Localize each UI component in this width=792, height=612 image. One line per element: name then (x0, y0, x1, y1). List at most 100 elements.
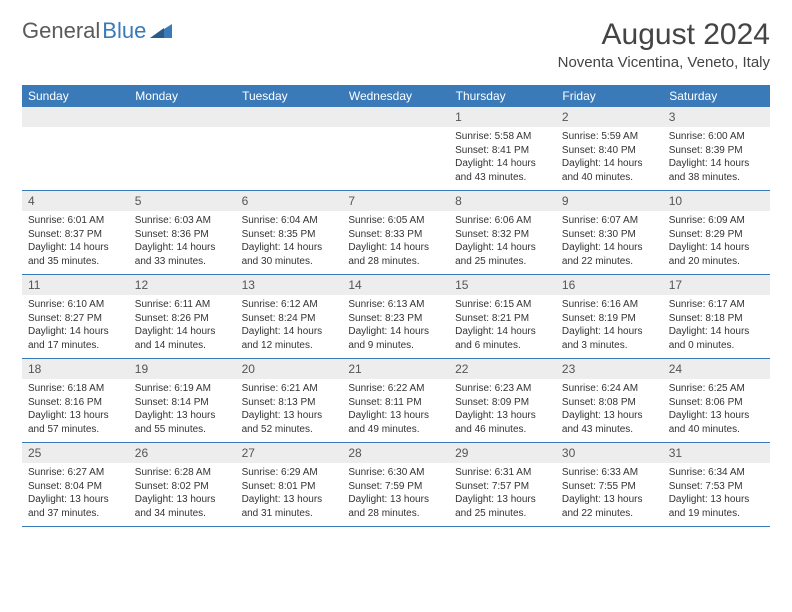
calendar-cell: 13Sunrise: 6:12 AMSunset: 8:24 PMDayligh… (236, 275, 343, 359)
day-body: Sunrise: 6:01 AMSunset: 8:37 PMDaylight:… (22, 211, 129, 274)
day-body-empty (342, 127, 449, 185)
day-number: 23 (556, 359, 663, 379)
day-body: Sunrise: 6:12 AMSunset: 8:24 PMDaylight:… (236, 295, 343, 358)
calendar-cell: 2Sunrise: 5:59 AMSunset: 8:40 PMDaylight… (556, 107, 663, 191)
day-header: Friday (556, 85, 663, 107)
calendar-week: 18Sunrise: 6:18 AMSunset: 8:16 PMDayligh… (22, 359, 770, 443)
day-body: Sunrise: 6:22 AMSunset: 8:11 PMDaylight:… (342, 379, 449, 442)
day-body: Sunrise: 6:17 AMSunset: 8:18 PMDaylight:… (663, 295, 770, 358)
calendar-cell: 8Sunrise: 6:06 AMSunset: 8:32 PMDaylight… (449, 191, 556, 275)
calendar-cell: 3Sunrise: 6:00 AMSunset: 8:39 PMDaylight… (663, 107, 770, 191)
day-body: Sunrise: 6:24 AMSunset: 8:08 PMDaylight:… (556, 379, 663, 442)
calendar-cell: 14Sunrise: 6:13 AMSunset: 8:23 PMDayligh… (342, 275, 449, 359)
header: GeneralBlue August 2024 Noventa Vicentin… (22, 18, 770, 71)
day-number: 14 (342, 275, 449, 295)
day-number: 12 (129, 275, 236, 295)
day-header: Tuesday (236, 85, 343, 107)
calendar-head: SundayMondayTuesdayWednesdayThursdayFrid… (22, 85, 770, 107)
day-body: Sunrise: 5:59 AMSunset: 8:40 PMDaylight:… (556, 127, 663, 190)
day-number: 20 (236, 359, 343, 379)
day-body: Sunrise: 6:04 AMSunset: 8:35 PMDaylight:… (236, 211, 343, 274)
day-number: 5 (129, 191, 236, 211)
calendar-cell: 7Sunrise: 6:05 AMSunset: 8:33 PMDaylight… (342, 191, 449, 275)
calendar-cell: 27Sunrise: 6:29 AMSunset: 8:01 PMDayligh… (236, 443, 343, 527)
day-number: 16 (556, 275, 663, 295)
day-body: Sunrise: 6:34 AMSunset: 7:53 PMDaylight:… (663, 463, 770, 526)
day-number: 13 (236, 275, 343, 295)
logo-text-blue: Blue (102, 18, 146, 44)
day-number: 11 (22, 275, 129, 295)
day-body: Sunrise: 6:11 AMSunset: 8:26 PMDaylight:… (129, 295, 236, 358)
day-body: Sunrise: 6:03 AMSunset: 8:36 PMDaylight:… (129, 211, 236, 274)
calendar-cell: 31Sunrise: 6:34 AMSunset: 7:53 PMDayligh… (663, 443, 770, 527)
day-number: 26 (129, 443, 236, 463)
calendar-cell: 26Sunrise: 6:28 AMSunset: 8:02 PMDayligh… (129, 443, 236, 527)
day-body-empty (129, 127, 236, 185)
calendar-cell: 30Sunrise: 6:33 AMSunset: 7:55 PMDayligh… (556, 443, 663, 527)
day-number: 30 (556, 443, 663, 463)
day-body: Sunrise: 6:15 AMSunset: 8:21 PMDaylight:… (449, 295, 556, 358)
calendar-cell: 18Sunrise: 6:18 AMSunset: 8:16 PMDayligh… (22, 359, 129, 443)
day-body-empty (236, 127, 343, 185)
location: Noventa Vicentina, Veneto, Italy (558, 54, 770, 71)
day-body: Sunrise: 6:06 AMSunset: 8:32 PMDaylight:… (449, 211, 556, 274)
calendar-table: SundayMondayTuesdayWednesdayThursdayFrid… (22, 85, 770, 527)
day-body: Sunrise: 6:23 AMSunset: 8:09 PMDaylight:… (449, 379, 556, 442)
day-body: Sunrise: 6:07 AMSunset: 8:30 PMDaylight:… (556, 211, 663, 274)
day-body: Sunrise: 6:19 AMSunset: 8:14 PMDaylight:… (129, 379, 236, 442)
calendar-cell: 23Sunrise: 6:24 AMSunset: 8:08 PMDayligh… (556, 359, 663, 443)
day-header: Thursday (449, 85, 556, 107)
day-number: 1 (449, 107, 556, 127)
calendar-cell: 25Sunrise: 6:27 AMSunset: 8:04 PMDayligh… (22, 443, 129, 527)
calendar-cell: 17Sunrise: 6:17 AMSunset: 8:18 PMDayligh… (663, 275, 770, 359)
day-body: Sunrise: 6:33 AMSunset: 7:55 PMDaylight:… (556, 463, 663, 526)
day-number: 17 (663, 275, 770, 295)
day-body: Sunrise: 6:30 AMSunset: 7:59 PMDaylight:… (342, 463, 449, 526)
calendar-cell: 21Sunrise: 6:22 AMSunset: 8:11 PMDayligh… (342, 359, 449, 443)
calendar-cell: 5Sunrise: 6:03 AMSunset: 8:36 PMDaylight… (129, 191, 236, 275)
day-number-empty (236, 107, 343, 127)
calendar-cell: 19Sunrise: 6:19 AMSunset: 8:14 PMDayligh… (129, 359, 236, 443)
day-number: 2 (556, 107, 663, 127)
calendar-cell (129, 107, 236, 191)
day-number: 18 (22, 359, 129, 379)
calendar-cell: 10Sunrise: 6:09 AMSunset: 8:29 PMDayligh… (663, 191, 770, 275)
calendar-cell: 4Sunrise: 6:01 AMSunset: 8:37 PMDaylight… (22, 191, 129, 275)
calendar-week: 25Sunrise: 6:27 AMSunset: 8:04 PMDayligh… (22, 443, 770, 527)
calendar-cell: 28Sunrise: 6:30 AMSunset: 7:59 PMDayligh… (342, 443, 449, 527)
day-header: Wednesday (342, 85, 449, 107)
day-body: Sunrise: 6:09 AMSunset: 8:29 PMDaylight:… (663, 211, 770, 274)
day-number: 27 (236, 443, 343, 463)
day-number-empty (22, 107, 129, 127)
calendar-cell: 24Sunrise: 6:25 AMSunset: 8:06 PMDayligh… (663, 359, 770, 443)
day-body: Sunrise: 6:29 AMSunset: 8:01 PMDaylight:… (236, 463, 343, 526)
day-header-row: SundayMondayTuesdayWednesdayThursdayFrid… (22, 85, 770, 107)
day-number: 8 (449, 191, 556, 211)
day-number: 21 (342, 359, 449, 379)
calendar-week: 11Sunrise: 6:10 AMSunset: 8:27 PMDayligh… (22, 275, 770, 359)
calendar-cell (236, 107, 343, 191)
day-header: Monday (129, 85, 236, 107)
calendar-week: 1Sunrise: 5:58 AMSunset: 8:41 PMDaylight… (22, 107, 770, 191)
day-body: Sunrise: 6:10 AMSunset: 8:27 PMDaylight:… (22, 295, 129, 358)
title-block: August 2024 Noventa Vicentina, Veneto, I… (558, 18, 770, 71)
day-body: Sunrise: 6:31 AMSunset: 7:57 PMDaylight:… (449, 463, 556, 526)
day-body: Sunrise: 6:00 AMSunset: 8:39 PMDaylight:… (663, 127, 770, 190)
day-number-empty (129, 107, 236, 127)
month-title: August 2024 (558, 18, 770, 52)
calendar-cell: 29Sunrise: 6:31 AMSunset: 7:57 PMDayligh… (449, 443, 556, 527)
day-number: 24 (663, 359, 770, 379)
day-number: 25 (22, 443, 129, 463)
calendar-body: 1Sunrise: 5:58 AMSunset: 8:41 PMDaylight… (22, 107, 770, 527)
day-number: 7 (342, 191, 449, 211)
calendar-cell: 9Sunrise: 6:07 AMSunset: 8:30 PMDaylight… (556, 191, 663, 275)
day-number: 4 (22, 191, 129, 211)
calendar-cell (22, 107, 129, 191)
logo-text-general: General (22, 18, 100, 44)
calendar-cell: 6Sunrise: 6:04 AMSunset: 8:35 PMDaylight… (236, 191, 343, 275)
calendar-cell: 15Sunrise: 6:15 AMSunset: 8:21 PMDayligh… (449, 275, 556, 359)
day-number: 15 (449, 275, 556, 295)
day-number: 9 (556, 191, 663, 211)
calendar-cell: 12Sunrise: 6:11 AMSunset: 8:26 PMDayligh… (129, 275, 236, 359)
day-body: Sunrise: 6:25 AMSunset: 8:06 PMDaylight:… (663, 379, 770, 442)
